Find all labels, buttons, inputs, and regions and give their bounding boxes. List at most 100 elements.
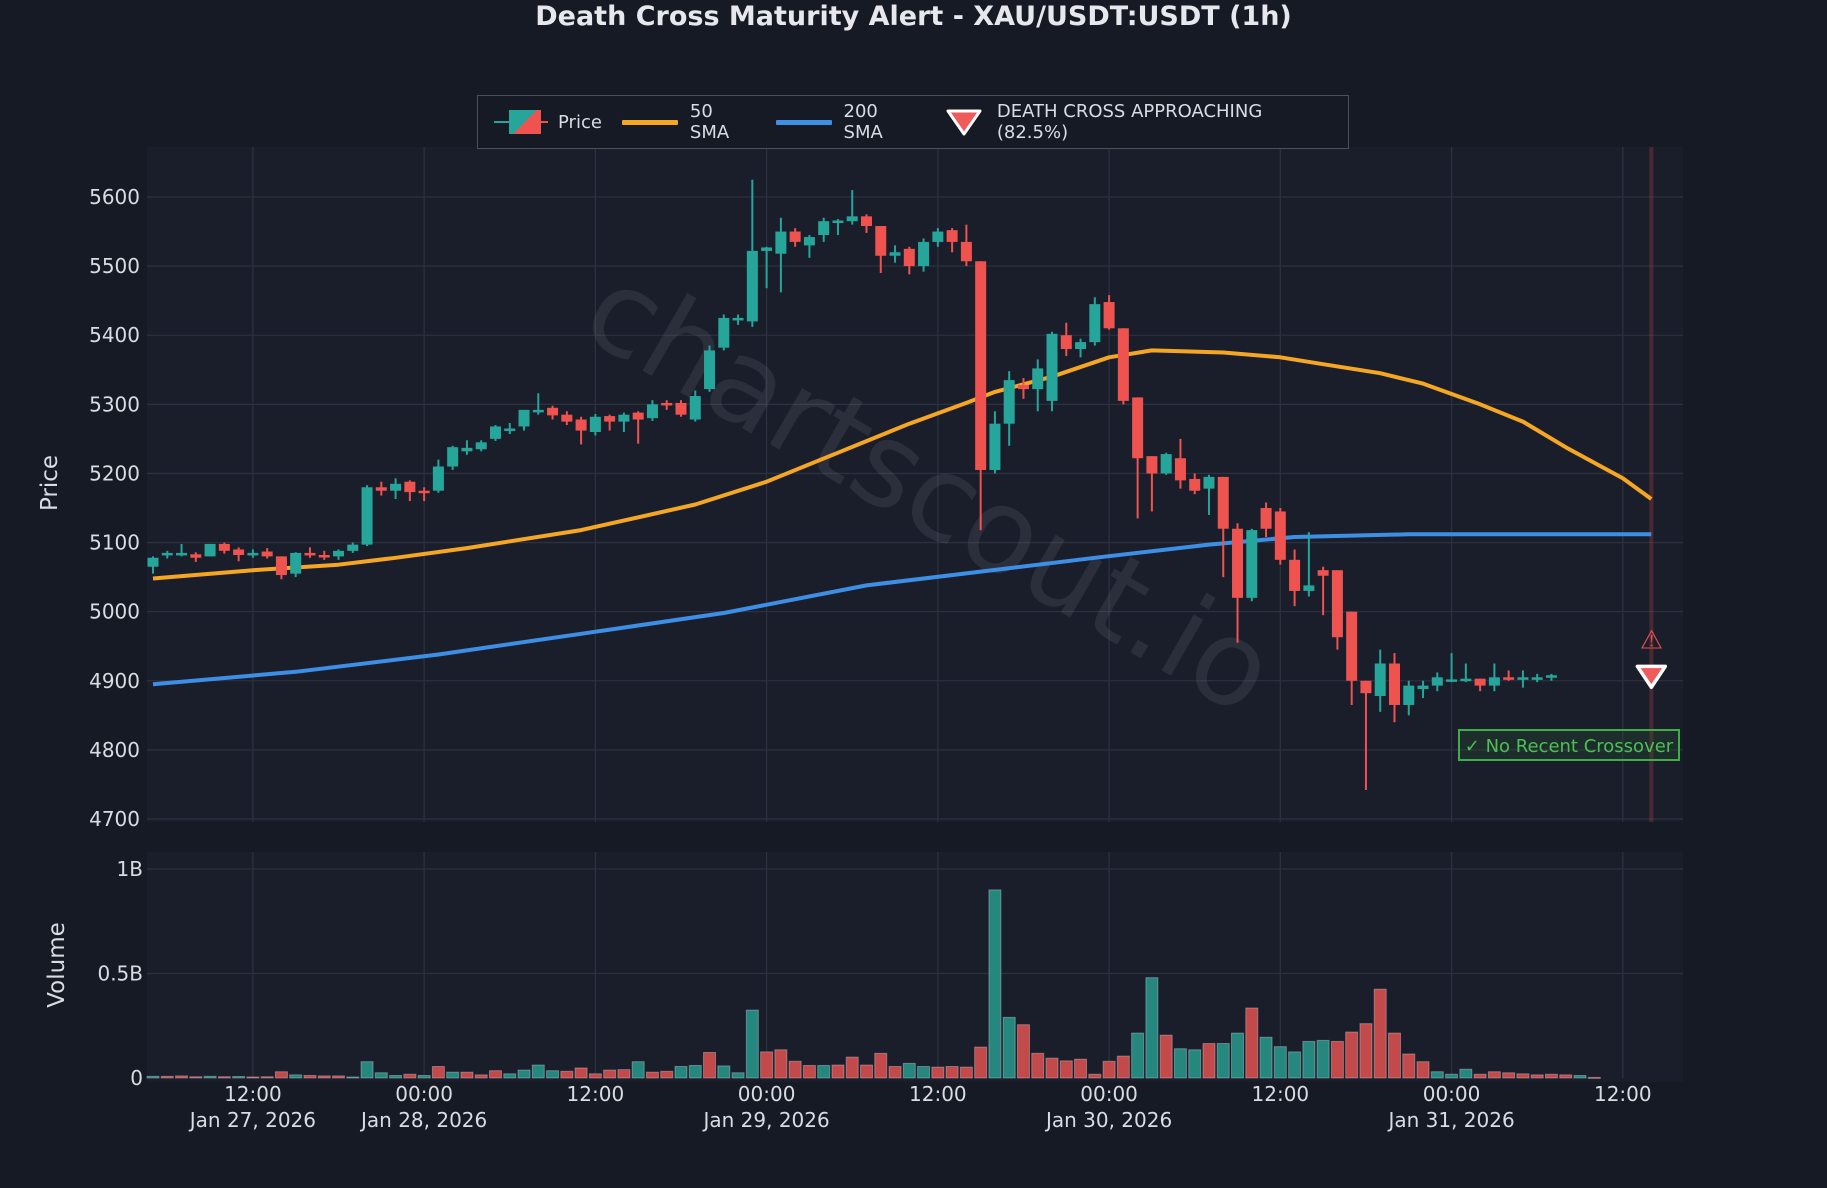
svg-text:00:00: 00:00 [738,1082,796,1106]
volume-bar [146,1075,160,1079]
candle [290,552,302,578]
volume-bar [1245,1007,1259,1079]
volume-bar [1159,1034,1173,1079]
volume-bar [1402,1053,1416,1079]
volume-bar [303,1074,317,1079]
volume-bar [802,1064,816,1079]
candle [761,246,773,289]
candle [1032,359,1044,412]
candle [161,550,173,559]
legend-item-signal[interactable]: DEATH CROSS APPROACHING (82.5%) [940,101,1328,143]
svg-text:Jan 27, 2026: Jan 27, 2026 [188,1108,316,1132]
legend-item-sma50[interactable]: 50 SMA [621,101,756,143]
candle [1388,653,1400,723]
candle [889,245,901,263]
volume-bar [503,1073,517,1079]
candle [775,217,787,293]
legend-item-sma200[interactable]: 200 SMA [775,101,921,143]
svg-text:12:00: 12:00 [567,1082,625,1106]
volume-bar [1316,1039,1330,1079]
legend: Price 50 SMA 200 SMA DEATH CROSS APPROAC… [477,95,1349,149]
volume-bar [203,1075,217,1079]
volume-bar [1345,1031,1359,1079]
candle [746,179,758,327]
svg-text:5000: 5000 [89,600,140,624]
legend-label-sma200: 200 SMA [843,101,883,143]
candle [318,550,330,560]
candle [1531,673,1543,683]
volume-bar [774,1049,788,1079]
candle [1246,528,1258,602]
volume-bar [917,1066,931,1079]
candle [1075,338,1087,358]
volume-bar [1373,988,1387,1079]
volume-bar [389,1074,403,1079]
candle [1117,328,1129,405]
candle [204,543,216,557]
candle [704,345,716,392]
candle [960,224,972,267]
volume-bar [1430,1071,1444,1079]
volume-bar [1116,1055,1130,1079]
candle [1545,673,1557,681]
candle [1503,670,1515,681]
svg-text:Jan 30, 2026: Jan 30, 2026 [1044,1108,1172,1132]
candle [532,393,544,415]
volume-bar [403,1073,417,1079]
candle [989,411,1001,474]
legend-label-sma50: 50 SMA [689,101,730,143]
candle [918,238,930,272]
volume-bar [1288,1051,1302,1079]
svg-text:5100: 5100 [89,531,140,555]
candle [361,485,373,547]
candle [789,228,801,247]
candle [1331,570,1343,650]
candle [875,226,887,274]
volume-bar [731,1072,745,1079]
volume-bar [517,1069,531,1079]
volume-bar [488,1070,502,1079]
volume-bar [817,1064,831,1079]
volume-bar [760,1051,774,1079]
volume-bar [745,1009,759,1079]
volume-bar [1188,1049,1202,1079]
legend-label-price: Price [558,111,602,133]
candle [390,478,402,500]
svg-text:5400: 5400 [89,323,140,347]
volume-bar [788,1060,802,1079]
candle [846,190,858,225]
volume-bar [217,1076,231,1079]
candle [818,217,830,242]
candle [147,556,159,574]
svg-text:1B: 1B [117,857,143,881]
volume-bar [1587,1076,1601,1079]
price-axis-label: Price [37,454,64,512]
volume-bar [1530,1074,1544,1079]
candle [375,481,387,496]
volume-bar [1559,1074,1573,1079]
volume-bar [945,1066,959,1079]
candle [1132,397,1144,519]
volume-bar [374,1072,388,1079]
volume-bar [888,1066,902,1079]
volume-bar [531,1064,545,1079]
candle [1232,523,1244,643]
candle [604,414,616,431]
candle [575,416,587,445]
volume-bar [617,1069,631,1079]
svg-text:4800: 4800 [89,738,140,762]
candle [561,411,573,426]
volume-bar [1359,1023,1373,1079]
legend-item-price[interactable]: Price [494,110,602,134]
svg-text:12:00: 12:00 [909,1082,967,1106]
candle [304,547,316,558]
volume-bar [674,1066,688,1079]
candle [1189,473,1201,495]
candle [247,549,259,558]
volume-bar [931,1066,945,1079]
grid-lines [147,147,1683,1078]
candle [1160,452,1172,475]
candle [1360,680,1372,790]
volume-bar [1330,1040,1344,1079]
volume-bar [246,1076,260,1079]
